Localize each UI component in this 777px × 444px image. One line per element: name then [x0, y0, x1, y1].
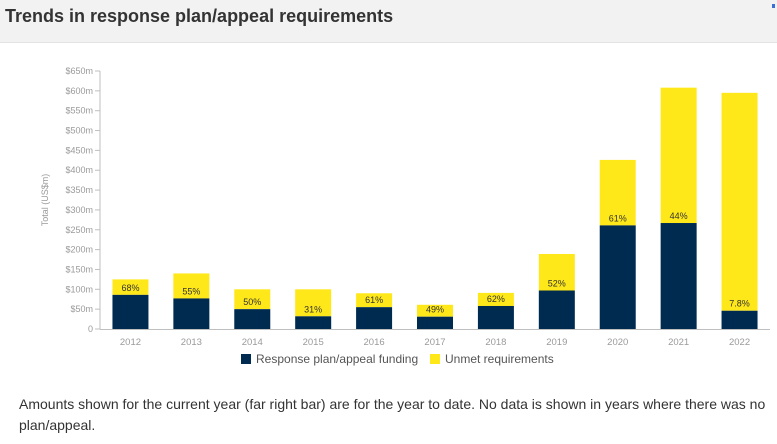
legend-label-unmet: Unmet requirements	[445, 352, 554, 366]
bar-funded-2018	[477, 305, 514, 329]
y-tick-label: $450m	[65, 145, 93, 155]
bar-unmet-2019	[538, 253, 575, 291]
y-tick-label: $350m	[65, 185, 93, 195]
y-tick-label: $150m	[65, 264, 93, 274]
bar-unmet-2021	[660, 87, 697, 224]
x-tick-label-2019: 2019	[546, 337, 567, 348]
x-tick-label-2013: 2013	[181, 337, 202, 348]
y-tick-label: $250m	[65, 225, 93, 235]
y-tick-label: $200m	[65, 245, 93, 255]
x-tick-label-2014: 2014	[242, 337, 263, 348]
bar-unmet-2016	[356, 293, 393, 308]
chart-title: Trends in response plan/appeal requireme…	[5, 6, 394, 26]
bar-funded-2013	[173, 298, 210, 329]
bar-funded-2015	[295, 316, 332, 329]
bar-label-2017: 49%	[426, 305, 444, 315]
bar-unmet-2015	[295, 289, 332, 317]
bar-funded-2022	[721, 310, 758, 329]
bar-chart: 0 $50m $100m $150m $200m $250m $300m $350m $400m…	[40, 66, 770, 366]
legend-label-funding: Response plan/appeal funding	[256, 352, 418, 366]
bar-label-2013: 55%	[182, 286, 200, 296]
bar-label-2022: 7.8%	[729, 299, 750, 309]
chart-header: Trends in response plan/appeal requireme…	[0, 0, 777, 43]
x-tick-label-2020: 2020	[607, 337, 628, 348]
bar-unmet-2014	[234, 289, 271, 310]
bar-funded-2017	[417, 316, 453, 329]
bar-label-2018: 62%	[487, 294, 505, 304]
legend-swatch-unmet	[430, 354, 440, 364]
y-tick-label: $500m	[65, 126, 93, 136]
x-tick-label-2017: 2017	[424, 337, 445, 348]
y-tick-label: $600m	[65, 86, 93, 96]
bar-label-2016: 61%	[365, 295, 383, 305]
y-tick-label: $300m	[65, 205, 93, 215]
bar-unmet-2022	[721, 92, 758, 311]
bar-label-2020: 61%	[609, 213, 627, 223]
bar-unmet-2013	[173, 273, 210, 299]
bar-funded-2021	[660, 223, 697, 329]
x-tick-label-2022: 2022	[729, 337, 750, 348]
legend-swatch-funding	[241, 354, 251, 364]
y-tick-label: 0	[88, 324, 93, 334]
corner-indicator	[772, 4, 775, 8]
chart-footnote: Amounts shown for the current year (far …	[19, 396, 766, 433]
y-axis-title: Total (US$m)	[40, 174, 50, 227]
x-tick-label-2012: 2012	[120, 337, 141, 348]
bar-funded-2019	[538, 290, 575, 329]
bar-label-2021: 44%	[670, 211, 688, 221]
bar-unmet-2018	[477, 292, 514, 306]
bar-label-2015: 31%	[304, 304, 322, 314]
y-tick-label: $100m	[65, 284, 93, 294]
bar-unmet-2012	[112, 279, 149, 295]
x-tick-label-2015: 2015	[303, 337, 324, 348]
bar-label-2012: 68%	[121, 283, 139, 293]
y-tick-label: $550m	[65, 106, 93, 116]
y-tick-label: $400m	[65, 165, 93, 175]
y-tick-label: $50m	[70, 304, 93, 314]
bar-unmet-2017	[417, 304, 453, 317]
bar-label-2019: 52%	[548, 278, 566, 288]
bar-funded-2016	[356, 307, 393, 329]
x-tick-label-2016: 2016	[364, 337, 385, 348]
bar-funded-2020	[599, 225, 636, 329]
bar-unmet-2020	[599, 159, 636, 226]
x-tick-label-2021: 2021	[668, 337, 689, 348]
y-tick-label: $650m	[65, 66, 93, 76]
bar-funded-2012	[112, 294, 149, 329]
bar-label-2014: 50%	[243, 297, 261, 307]
bar-funded-2014	[234, 309, 271, 329]
x-tick-label-2018: 2018	[485, 337, 506, 348]
